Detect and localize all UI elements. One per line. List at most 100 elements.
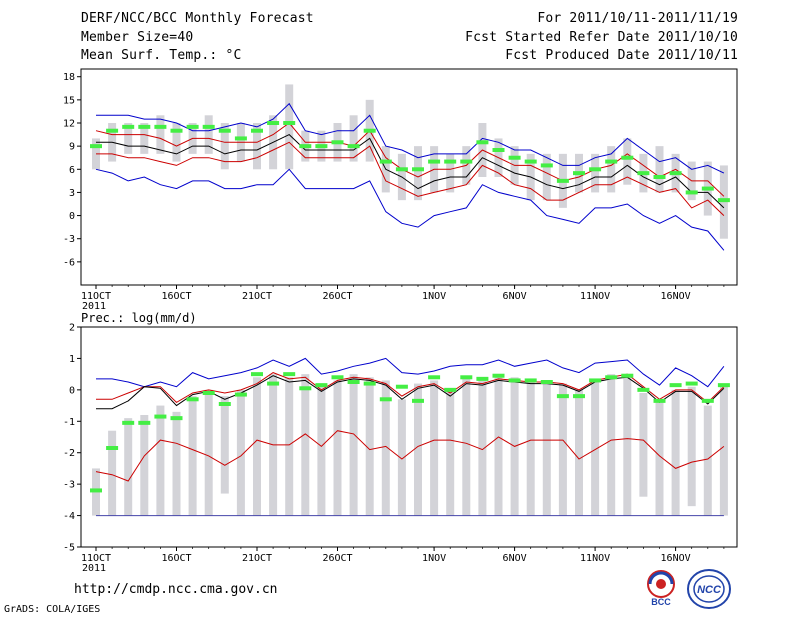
temp-median-mark <box>202 124 215 129</box>
prec-box <box>204 389 213 516</box>
prec-median-mark <box>379 397 392 402</box>
temp-box <box>285 84 294 170</box>
forecast-period-label: For 2011/10/11-2011/11/19 <box>537 11 738 26</box>
temp-median-mark <box>717 198 730 203</box>
prec-median-mark <box>460 375 473 380</box>
prec-box <box>687 386 696 507</box>
prec-median-mark <box>524 378 537 383</box>
prec-median-mark <box>315 383 328 388</box>
prec-median-mark <box>154 414 167 419</box>
prec-median-mark <box>685 381 698 386</box>
prec-median-mark <box>234 392 247 397</box>
temp-median-mark <box>218 128 231 133</box>
temp-median-mark <box>251 128 263 133</box>
prec-median-mark <box>218 402 231 406</box>
prec-box <box>671 389 680 516</box>
temp-median-mark <box>331 140 344 145</box>
temp-median-mark <box>589 167 602 172</box>
temp-median-mark <box>154 124 167 129</box>
source-url[interactable]: http://cmdp.ncc.cma.gov.cn <box>74 582 278 597</box>
prec-series-mean-line <box>96 375 725 410</box>
temp-box <box>349 115 358 162</box>
prec-median-mark <box>701 398 714 403</box>
temp-series-lower-line <box>96 141 725 216</box>
prec-box <box>317 386 326 516</box>
prec-median-mark <box>251 372 263 377</box>
prec-box <box>558 383 567 516</box>
prec-median-mark <box>395 384 408 389</box>
prec-ytick-label: 0 <box>69 385 75 396</box>
temp-ytick-label: 18 <box>63 72 75 83</box>
bcc-logo-icon: BCC <box>647 570 675 607</box>
temp-box <box>253 123 261 170</box>
temp-median-mark <box>492 148 505 152</box>
prec-median-mark <box>637 387 650 392</box>
temp-xtick-label: 6NOV <box>503 291 527 302</box>
prec-xtick-label: 6NOV <box>503 553 527 564</box>
temp-box <box>607 146 616 193</box>
variable-label: Mean Surf. Temp.: °C <box>81 48 242 63</box>
temp-plot-frame <box>80 68 738 286</box>
prec-median-mark <box>299 386 312 391</box>
temp-series-upper-line <box>95 122 725 197</box>
temp-median-mark <box>460 159 473 164</box>
temp-median-mark <box>669 171 682 176</box>
ncc-logo-icon: NCC <box>687 569 731 609</box>
start-date-label: Fcst Started Refer Date 2011/10/10 <box>465 30 738 45</box>
temp-median-mark <box>90 144 102 149</box>
temp-xtick-label: 11NOV <box>580 291 610 302</box>
temp-median-mark <box>395 167 408 172</box>
prec-box <box>623 377 632 516</box>
temp-xtick-label: 16OCT <box>161 291 191 302</box>
prec-box <box>591 380 600 516</box>
prec-xtick-label: 26OCT <box>322 553 352 564</box>
prec-box <box>397 399 406 516</box>
prec-series-max-line <box>96 357 725 388</box>
ncc-logo-text: NCC <box>697 584 722 596</box>
prec-box <box>526 380 535 516</box>
temp-median-mark <box>122 124 135 129</box>
chart-title: DERF/NCC/BCC Monthly Forecast <box>81 11 314 26</box>
temp-median-mark <box>653 175 666 179</box>
temp-median-mark <box>701 186 714 191</box>
temp-box <box>446 153 455 193</box>
prec-box <box>414 383 422 516</box>
prec-ytick-label: -3 <box>63 480 75 491</box>
prec-box <box>236 389 245 516</box>
prec-median-mark <box>186 397 199 402</box>
prec-xtick-label: 11OCT <box>81 553 111 564</box>
temp-ytick-label: 15 <box>63 95 75 106</box>
temp-box <box>156 115 165 154</box>
prec-box <box>478 377 487 516</box>
temp-median-mark <box>347 144 360 149</box>
prec-plot-frame <box>80 326 738 548</box>
prec-median-mark <box>444 387 457 392</box>
prec-median-mark <box>331 375 344 380</box>
temp-median-mark <box>138 124 151 129</box>
temp-median-mark <box>234 136 247 141</box>
prec-xtick-label: 21OCT <box>242 553 272 564</box>
temp-ytick-label: -6 <box>63 257 75 268</box>
temp-ytick-label: 12 <box>63 119 75 130</box>
prec-median-mark <box>573 394 585 399</box>
temp-median-mark <box>605 159 618 164</box>
prec-median-mark <box>122 420 135 425</box>
prec-median-mark <box>540 380 553 384</box>
temp-median-mark <box>685 190 698 195</box>
temp-median-mark <box>524 159 537 164</box>
temp-median-mark <box>556 178 569 183</box>
temp-median-mark <box>444 159 457 164</box>
prec-median-mark <box>412 398 424 403</box>
prec-box <box>542 380 551 516</box>
temp-xtick-label: 21OCT <box>242 291 272 302</box>
prec-box <box>124 418 133 516</box>
prec-ytick-label: 2 <box>69 323 75 334</box>
prec-box <box>285 377 294 516</box>
prec-series-upper-line <box>96 372 725 404</box>
temp-ytick-label: 6 <box>69 165 75 176</box>
prec-median-mark <box>621 373 634 378</box>
prec-ytick-label: -1 <box>63 417 75 428</box>
prec-box <box>172 411 181 516</box>
prec-xtick-label: 16NOV <box>661 553 691 564</box>
prec-median-mark <box>202 391 215 395</box>
